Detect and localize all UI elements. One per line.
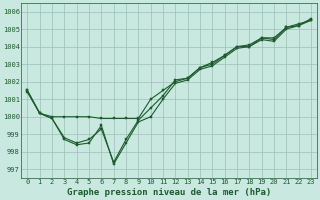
X-axis label: Graphe pression niveau de la mer (hPa): Graphe pression niveau de la mer (hPa) <box>67 188 271 197</box>
